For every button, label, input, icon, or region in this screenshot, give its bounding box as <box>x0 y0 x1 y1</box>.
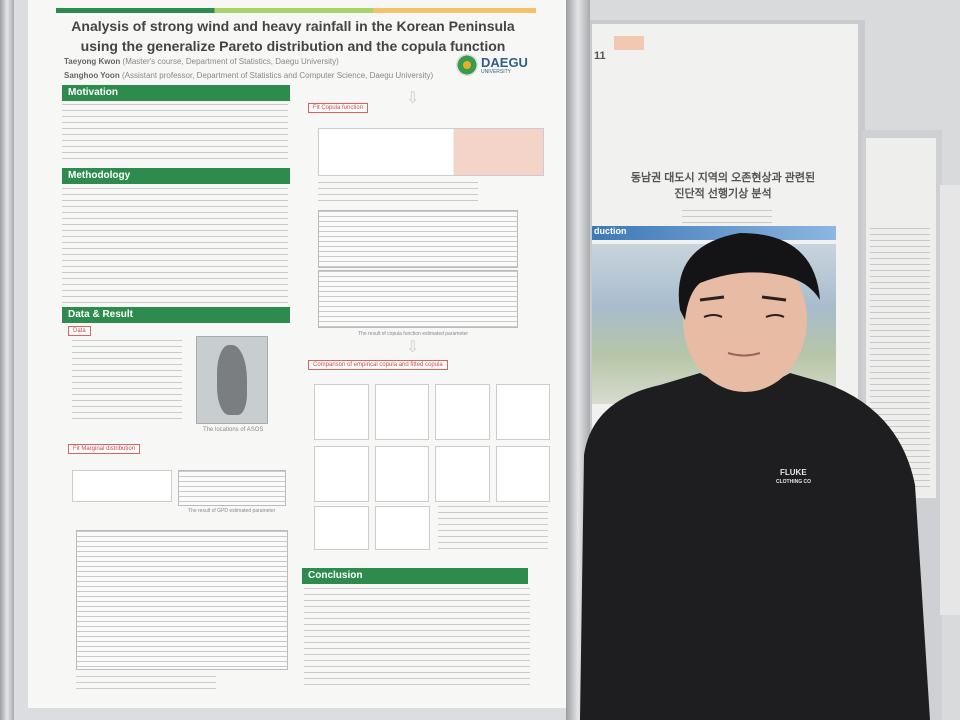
copula-plot <box>495 384 550 440</box>
comparison-text <box>438 506 548 550</box>
logo-text: DAEGU <box>481 54 528 70</box>
copula-plot <box>435 446 490 502</box>
copula-plot <box>375 506 430 550</box>
data-text <box>72 340 182 420</box>
tag-data: Data <box>68 326 91 336</box>
poster-title: Analysis of strong wind and heavy rainfa… <box>48 16 538 56</box>
author-2-affiliation: (Assistant professor, Department of Stat… <box>121 71 434 80</box>
copula-plots <box>318 128 544 176</box>
korea-map <box>196 336 268 424</box>
fourth-poster <box>940 185 960 615</box>
heavy-tail-table <box>76 530 288 670</box>
methodology-text <box>62 188 288 303</box>
title-line-1: Analysis of strong wind and heavy rainfa… <box>71 18 515 34</box>
main-poster: Analysis of strong wind and heavy rainfa… <box>28 0 566 708</box>
copula-plot <box>495 446 550 502</box>
back-poster-number: 11 <box>594 50 606 62</box>
copula-plot <box>435 384 490 440</box>
empirical-copula-row3 <box>314 506 430 550</box>
author-2: Sanghoo Yoon (Assistant professor, Depar… <box>64 71 433 80</box>
title-line-2: using the generalize Pareto distribution… <box>80 38 506 54</box>
mean-residual-plot <box>72 470 172 502</box>
back-section-introduction: duction <box>592 226 836 240</box>
author-1-name: Taeyong Kwon <box>64 57 121 66</box>
sweater-logo-icon: FLUKE CLOTHING CO <box>776 468 811 485</box>
section-conclusion: Conclusion <box>302 568 528 584</box>
conclusion-text <box>304 588 530 688</box>
person: FLUKE CLOTHING CO <box>580 233 930 720</box>
section-data-result: Data & Result <box>62 307 290 323</box>
back-poster-corner-badge <box>614 36 644 50</box>
logo-subtext: UNIVERSITY <box>481 68 512 75</box>
author-2-name: Sanghoo Yoon <box>64 71 120 80</box>
university-logo: DAEGU UNIVERSITY <box>456 54 528 76</box>
poster-top-bar <box>56 8 536 13</box>
author-1-affiliation: (Master's course, Department of Statisti… <box>122 57 339 66</box>
section-methodology: Methodology <box>62 168 290 184</box>
gpd-table <box>178 470 286 506</box>
tag-fit-copula: Fit Copula function <box>308 103 369 113</box>
copula-selection-table <box>318 210 518 268</box>
back-poster-title: 동남권 대도시 지역의 오존현상과 관련된 진단적 선행기상 분석 <box>592 170 854 202</box>
tag-comparison: Comparison of empirical copula and fitte… <box>308 360 448 370</box>
motivation-text <box>62 104 288 162</box>
back-title-line-1: 동남권 대도시 지역의 오존현상과 관련된 <box>630 172 816 184</box>
gpd-caption: The result of GPD estimated parameter <box>188 508 276 514</box>
author-1: Taeyong Kwon (Master's course, Departmen… <box>64 57 339 66</box>
hair <box>678 233 820 320</box>
eyebrows <box>699 295 787 302</box>
face <box>683 248 807 392</box>
copula-parameter-table <box>318 270 518 328</box>
sweater <box>580 373 930 720</box>
copula-plot <box>314 506 369 550</box>
svg-text:FLUKE: FLUKE <box>780 468 807 477</box>
tag-fit-marginal: Fit Marginal distribution <box>68 444 141 454</box>
goodness-text <box>76 676 216 694</box>
section-motivation: Motivation <box>62 85 290 101</box>
svg-text:CLOTHING CO: CLOTHING CO <box>776 479 811 485</box>
copula-plot <box>374 446 429 502</box>
goodness-fit-text <box>318 182 478 206</box>
map-caption: The locations of ASOS <box>203 427 264 433</box>
back-authors <box>682 210 772 224</box>
back-title-line-2: 진단적 선행기상 분석 <box>674 188 772 200</box>
copula-caption: The result of copula function estimated … <box>358 331 469 337</box>
down-arrow-icon: ⇩ <box>406 339 420 356</box>
board-left-edge <box>0 0 14 720</box>
down-arrow-icon: ⇩ <box>406 90 420 107</box>
mouth <box>727 352 761 357</box>
empirical-copula-grid <box>314 384 550 502</box>
eyes <box>703 314 785 318</box>
copula-plot <box>314 384 369 440</box>
logo-emblem-icon <box>456 54 478 76</box>
copula-plot <box>374 384 429 440</box>
copula-plot <box>314 446 369 502</box>
